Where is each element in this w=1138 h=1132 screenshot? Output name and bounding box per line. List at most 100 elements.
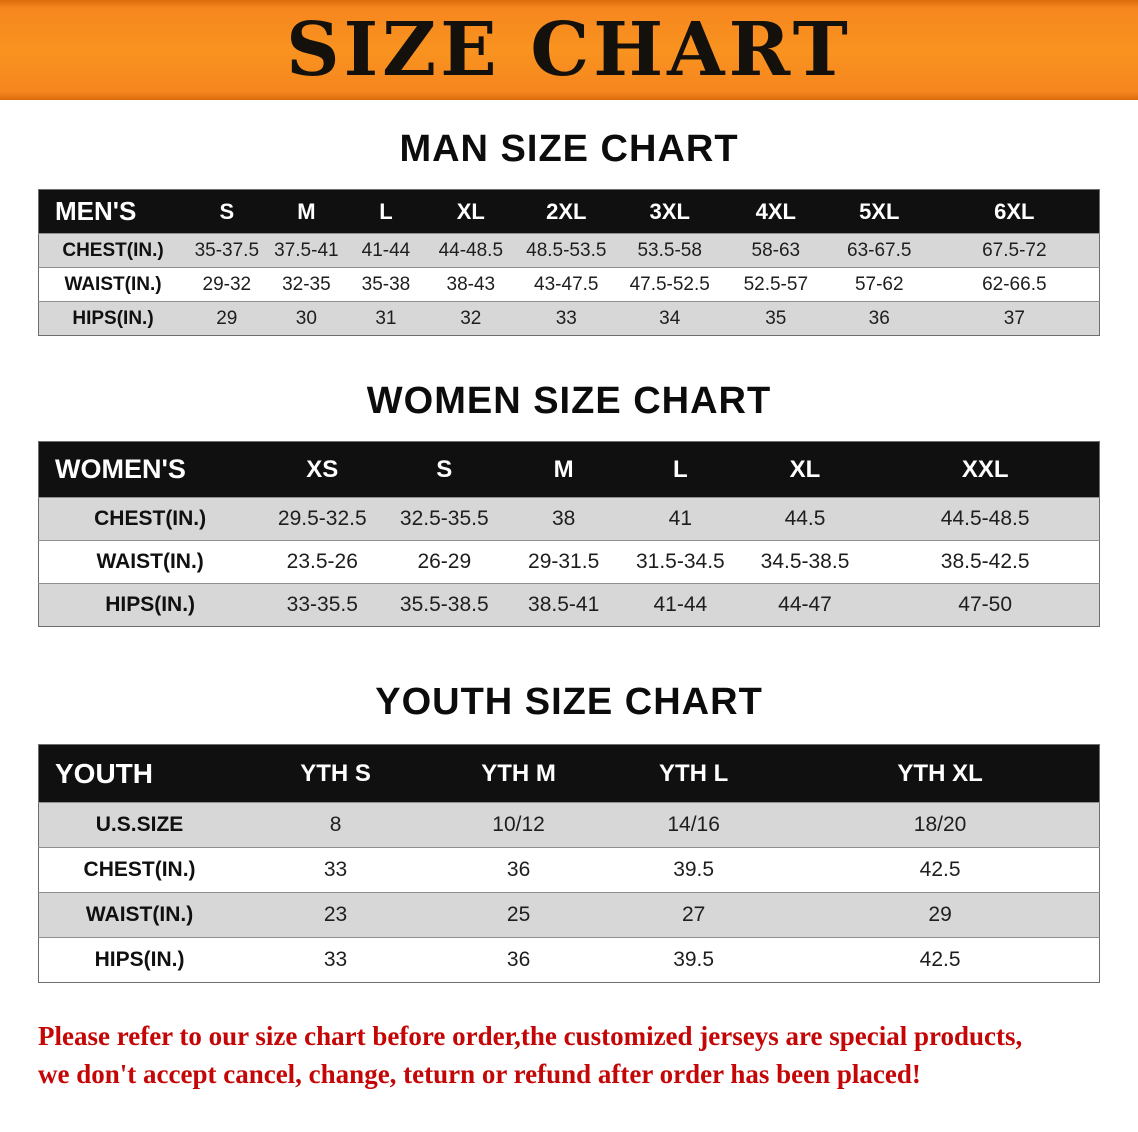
size-value-cell: 10/12: [492, 813, 545, 836]
size-value-cell: 41: [668, 507, 693, 530]
size-value-cell: 67.5-72: [982, 239, 1047, 261]
women-chart-title: WOMEN SIZE CHART: [366, 380, 772, 422]
size-value-cell: 30: [295, 307, 317, 329]
size-value-cell: 37.5-41: [274, 239, 339, 261]
size-column-header: YTH S: [240, 744, 432, 803]
size-value-cell: 27: [681, 903, 706, 926]
size-value-cell: 43-47.5: [534, 273, 599, 295]
size-value-cell: 26-29: [417, 550, 472, 573]
size-value-cell: 41-44: [653, 593, 708, 616]
size-value-cell: 35-38: [361, 273, 411, 295]
size-value-cell: 34.5-38.5: [760, 550, 850, 573]
size-value-cell: 39.5: [673, 948, 715, 971]
table-corner-label: YOUTH: [38, 744, 241, 803]
table-corner-label: MEN'S: [38, 189, 188, 234]
size-value-cell: 31.5-34.5: [635, 550, 725, 573]
size-value-cell: 38-43: [446, 273, 496, 295]
size-value-cell: 38.5-41: [528, 593, 600, 616]
size-value-cell: 42.5: [919, 858, 961, 881]
row-label: WAIST(IN.): [64, 273, 162, 295]
size-value-cell: 47.5-52.5: [629, 273, 710, 295]
measurement-row: U.S.SIZE 8 10/12 14/16 18/20: [38, 802, 1100, 848]
size-value-cell: 14/16: [667, 813, 720, 836]
size-value-cell: 38.5-42.5: [940, 550, 1030, 573]
disclaimer-line-1: Please refer to our size chart before or…: [38, 1021, 1023, 1051]
size-value-cell: 39.5: [673, 858, 715, 881]
size-value-cell: 23.5-26: [286, 550, 358, 573]
size-value-cell: 23: [323, 903, 348, 926]
measurement-row: HIPS(IN.) 33-35.5 35.5-38.5 38.5-41 41-44 44-…: [38, 583, 1100, 627]
size-value-cell: 36: [506, 858, 531, 881]
size-chart-banner: SIZE CHART: [0, 0, 1138, 100]
banner-title: SIZE CHART: [286, 7, 852, 93]
size-column-header: L: [346, 189, 426, 234]
size-column-header: XL: [738, 441, 872, 498]
women-size-table: WOMEN'S XS S M L XL XXL CHEST(IN.) 29.5-32.5 32.5…: [38, 441, 1100, 627]
size-value-cell: 47-50: [958, 593, 1013, 616]
size-value-cell: 32: [460, 307, 482, 329]
size-value-cell: 52.5-57: [743, 273, 809, 295]
size-value-cell: 25: [506, 903, 531, 926]
men-size-table: MEN'S S M L XL 2XL 3XL 4XL 5XL 6XL CHEST(IN.) 35-37…: [38, 189, 1100, 336]
size-column-header: 4XL: [722, 189, 829, 234]
size-value-cell: 29: [928, 903, 952, 926]
measurement-row: HIPS(IN.) 29 30 31 32 33 34 35 36 37: [38, 301, 1100, 336]
size-chart-content: MAN SIZE CHART MEN'S S M L XL 2XL 3XL 4XL 5XL 6XL…: [0, 128, 1138, 1094]
measurement-row: WAIST(IN.) 23 25 27 29: [38, 892, 1100, 938]
size-value-cell: 44-47: [778, 593, 832, 616]
row-label: HIPS(IN.): [94, 948, 185, 971]
size-column-header: XXL: [871, 441, 1100, 498]
size-value-cell: 31: [375, 307, 397, 329]
table-header-row: WOMEN'S XS S M L XL XXL: [38, 441, 1100, 498]
size-value-cell: 34: [659, 307, 681, 329]
size-value-cell: 44.5: [784, 507, 826, 530]
size-column-header: YTH M: [431, 744, 607, 803]
measurement-row: CHEST(IN.) 29.5-32.5 32.5-35.5 38 41 44.5 44.5…: [38, 497, 1100, 541]
size-value-cell: 44.5-48.5: [940, 507, 1030, 530]
size-value-cell: 41-44: [361, 239, 411, 261]
size-column-header: 2XL: [515, 189, 617, 234]
size-column-header: 5XL: [828, 189, 930, 234]
size-value-cell: 48.5-53.5: [526, 239, 607, 261]
youth-chart-title: YOUTH SIZE CHART: [375, 681, 763, 723]
measurement-row: WAIST(IN.) 29-32 32-35 35-38 38-43 43-47.5 47.…: [38, 267, 1100, 302]
size-value-cell: 32.5-35.5: [399, 507, 489, 530]
size-column-header: XL: [425, 189, 516, 234]
size-column-header: YTH XL: [781, 744, 1100, 803]
size-value-cell: 44-48.5: [438, 239, 504, 261]
men-size-section: MAN SIZE CHART MEN'S S M L XL 2XL 3XL 4XL 5XL 6XL…: [0, 128, 1138, 336]
size-value-cell: 53.5-58: [637, 239, 702, 261]
size-column-header: 3XL: [616, 189, 723, 234]
row-label: CHEST(IN.): [94, 507, 207, 530]
size-value-cell: 62-66.5: [982, 273, 1047, 295]
table-header-row: YOUTH YTH S YTH M YTH L YTH XL: [38, 744, 1100, 803]
size-column-header: YTH L: [606, 744, 782, 803]
row-label: HIPS(IN.): [72, 307, 154, 329]
size-column-header: S: [187, 189, 267, 234]
size-value-cell: 18/20: [913, 813, 967, 836]
youth-size-table: YOUTH YTH S YTH M YTH L YTH XL U.S.SIZE 8 10/12…: [38, 744, 1100, 983]
row-label: WAIST(IN.): [96, 550, 204, 573]
size-value-cell: 33: [323, 948, 348, 971]
size-column-header: M: [505, 441, 622, 498]
size-value-cell: 32-35: [282, 273, 331, 295]
size-value-cell: 58-63: [751, 239, 801, 261]
measurement-row: CHEST(IN.) 35-37.5 37.5-41 41-44 44-48.5 48.5…: [38, 233, 1100, 268]
row-label: WAIST(IN.): [85, 903, 194, 926]
size-value-cell: 38: [551, 507, 576, 530]
size-value-cell: 57-62: [854, 273, 904, 295]
table-corner-label: WOMEN'S: [38, 441, 262, 498]
size-column-header: M: [266, 189, 347, 234]
men-chart-title: MAN SIZE CHART: [399, 128, 739, 170]
disclaimer-line-2: we don't accept cancel, change, teturn o…: [38, 1059, 921, 1090]
size-value-cell: 36: [506, 948, 531, 971]
measurement-row: CHEST(IN.) 33 36 39.5 42.5: [38, 847, 1100, 893]
size-value-cell: 29: [216, 307, 238, 329]
row-label: U.S.SIZE: [95, 813, 184, 836]
size-value-cell: 33: [323, 858, 348, 881]
youth-size-section: YOUTH SIZE CHART YOUTH YTH S YTH M YTH L YTH…: [0, 681, 1138, 983]
size-value-cell: 29-32: [202, 273, 252, 295]
size-column-header: 6XL: [929, 189, 1100, 234]
table-header-row: MEN'S S M L XL 2XL 3XL 4XL 5XL 6XL: [38, 189, 1100, 234]
measurement-row: WAIST(IN.) 23.5-26 26-29 29-31.5 31.5-34.5 34…: [38, 540, 1100, 584]
